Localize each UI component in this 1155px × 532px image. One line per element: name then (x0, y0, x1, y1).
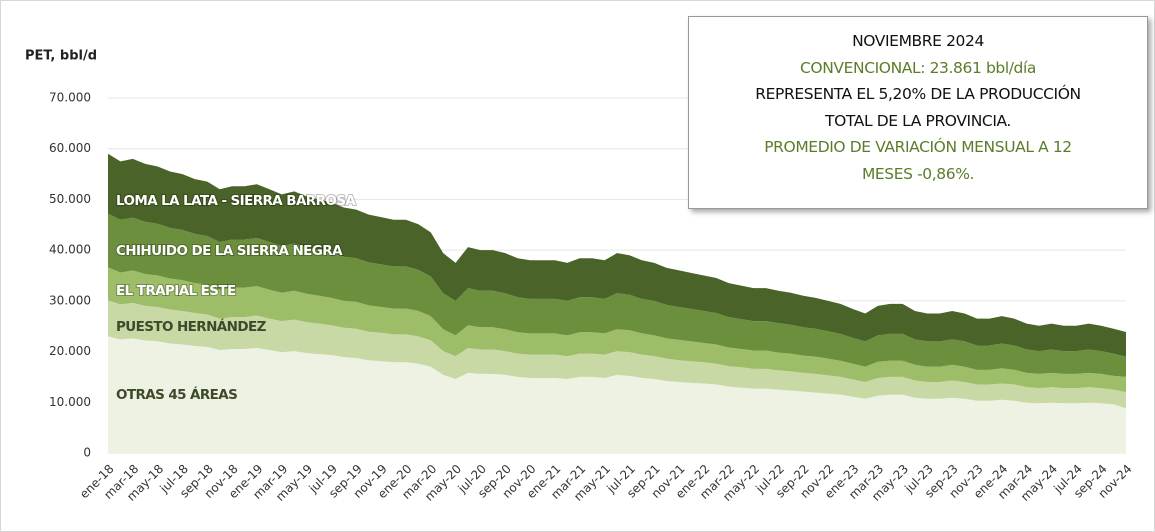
y-tick-label: 70.000 (49, 91, 91, 105)
area-layer (108, 153, 1126, 357)
series-label: CHIHUIDO DE LA SIERRA NEGRA (116, 243, 343, 259)
info-line: CONVENCIONAL: 23.861 bbl/día (800, 58, 1036, 77)
area-layer (108, 336, 1126, 453)
info-box: NOVIEMBRE 2024 CONVENCIONAL: 23.861 bbl/d… (688, 16, 1148, 209)
info-line: REPRESENTA EL 5,20% DE LA PRODUCCIÓN (755, 85, 1081, 103)
y-tick-label: 10.000 (49, 395, 91, 409)
y-tick-label: 50.000 (49, 192, 91, 206)
series-label: PUESTO HERNÁNDEZ (116, 318, 267, 335)
y-axis-label: PET, bbl/d (25, 49, 97, 64)
info-line: MESES -0,86%. (861, 164, 975, 183)
area-layer (108, 267, 1126, 393)
info-line: NOVIEMBRE 2024 (852, 32, 984, 50)
area-layer (108, 300, 1126, 409)
y-tick-label: 30.000 (49, 293, 91, 307)
series-label: OTRAS 45 ÁREAS (116, 386, 237, 403)
area-layer (108, 213, 1126, 377)
y-tick-label: 20.000 (49, 344, 91, 358)
series-label: EL TRAPIAL ESTE (116, 283, 236, 299)
y-tick-label: 40.000 (49, 243, 91, 257)
series-label: LOMA LA LATA - SIERRA BARROSA (116, 193, 356, 209)
info-line: TOTAL DE LA PROVINCIA. (825, 111, 1011, 130)
info-line: PROMEDIO DE VARIACIÓN MENSUAL A 12 (764, 138, 1072, 156)
y-tick-label: 0 (83, 446, 91, 460)
y-tick-label: 60.000 (49, 141, 91, 155)
